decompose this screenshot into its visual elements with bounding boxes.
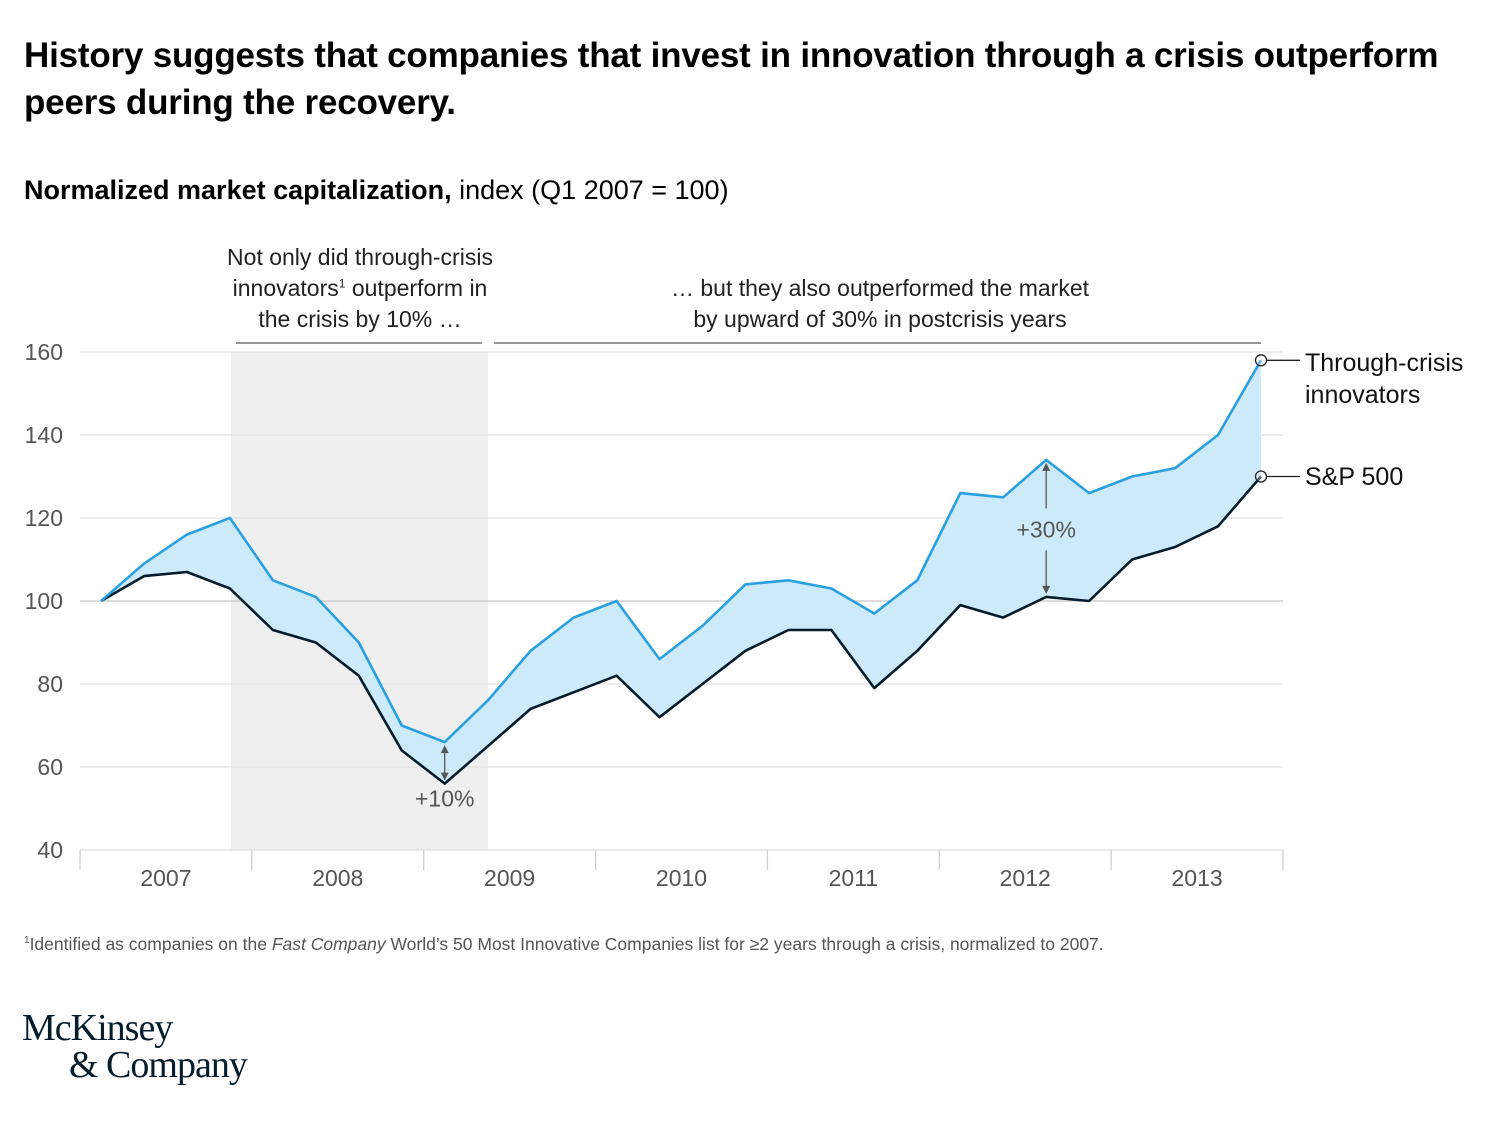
x-tick-label: 2012 <box>1000 865 1051 891</box>
chart-subtitle: Normalized market capitalization, index … <box>24 172 729 208</box>
legend-text: S&P 500 <box>1305 463 1404 491</box>
footnote-marker: 1 <box>24 935 30 946</box>
legend-text: innovators <box>1305 381 1421 409</box>
x-tick-label: 2011 <box>829 865 878 891</box>
annotation-postcrisis: … but they also outperformed the market … <box>590 273 1170 335</box>
outperformance-fill-area <box>101 360 1261 784</box>
x-tick-label: 2008 <box>312 865 363 891</box>
legend-text: Through-crisis <box>1305 349 1464 377</box>
annotation-crisis-line1: Not only did through-crisis <box>227 244 493 270</box>
footnote-italic: Fast Company <box>271 933 386 954</box>
x-axis: 2007 2008 2009 2010 2011 2012 2013 <box>79 849 1284 891</box>
gap-label-crisis: +10% <box>415 786 474 812</box>
y-axis-ticks: 40 60 80 100 120 140 160 <box>25 339 63 863</box>
legend-label-innovators: Through-crisis innovators <box>1305 347 1463 411</box>
end-marker-sp500 <box>1254 470 1268 483</box>
series-line-innovators <box>100 359 1263 744</box>
gap-annotations: +10% +30% <box>415 462 1076 812</box>
x-tick-label: 2007 <box>140 865 191 891</box>
subtitle-rest: index (Q1 2007 = 100) <box>451 175 729 205</box>
chart-title: History suggests that companies that inv… <box>24 36 1439 122</box>
annotation-crisis-line3: the crisis by 10% … <box>258 306 462 332</box>
arrow-up-icon <box>1042 462 1051 471</box>
annotation-text: innovators <box>232 275 339 301</box>
y-tick-label: 160 <box>25 339 63 365</box>
arrow-down-icon <box>440 772 449 781</box>
arrow-up-icon <box>440 745 449 754</box>
annotation-crisis-line2: innovators1 outperform in <box>190 273 530 304</box>
legend-label-sp500: S&P 500 <box>1305 461 1403 493</box>
annotation-postcrisis-line1: … but they also outperformed the market <box>670 275 1090 301</box>
subtitle-bold: Normalized market capitalization, <box>24 175 452 205</box>
y-tick-label: 40 <box>37 837 63 863</box>
x-tick-label: 2013 <box>1171 865 1222 891</box>
footnote-text: World’s 50 Most Innovative Companies lis… <box>385 933 1104 954</box>
y-tick-label: 60 <box>37 754 63 780</box>
annotation-crisis: Not only did through-crisis innovators1 … <box>190 242 530 335</box>
y-tick-label: 140 <box>25 422 63 448</box>
y-tick-label: 80 <box>37 671 63 697</box>
mckinsey-logo: McKinsey & Company <box>22 1007 248 1086</box>
x-tick-label: 2010 <box>656 865 707 891</box>
arrow-down-icon <box>1042 585 1051 594</box>
logo-line2: & Company <box>69 1044 248 1086</box>
series-line-sp500 <box>100 475 1262 785</box>
footnote-text: Identified as companies on the <box>29 933 272 954</box>
y-tick-label: 120 <box>25 505 63 531</box>
y-tick-label: 100 <box>25 588 63 614</box>
end-markers <box>1254 354 1300 483</box>
annotation-postcrisis-line2: by upward of 30% in postcrisis years <box>693 306 1067 332</box>
footnote-marker: 1 <box>338 276 346 291</box>
end-marker-innovators <box>1254 354 1268 367</box>
logo-line1: McKinsey <box>22 1007 173 1049</box>
x-tick-label: 2009 <box>484 865 535 891</box>
footnote: 1Identified as companies on the Fast Com… <box>24 929 1104 956</box>
annotation-text: outperform in <box>345 275 488 301</box>
gap-label-postcrisis: +30% <box>1016 516 1075 542</box>
